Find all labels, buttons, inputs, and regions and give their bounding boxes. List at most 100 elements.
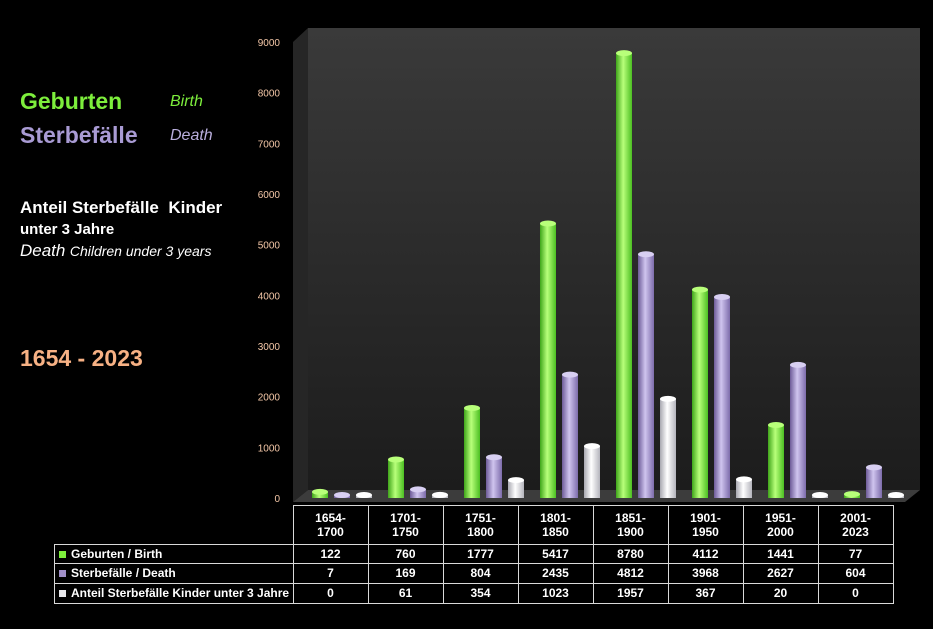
- table-cell: 354: [442, 582, 519, 604]
- bar-series: [312, 50, 904, 498]
- table-cell: 8780: [592, 543, 669, 564]
- bar-births-cap: [540, 220, 556, 227]
- bar-births-cap: [692, 286, 708, 293]
- table-cell: 169: [367, 562, 444, 584]
- row-label-text: Sterbefälle / Death: [71, 566, 176, 580]
- y-axis: 0 1000 2000 3000 4000 5000 6000 7000 8000 9000: [258, 38, 281, 505]
- y-tick-label: 6000: [258, 190, 281, 201]
- header-line1: 1901-: [690, 510, 721, 525]
- bar-births-cap: [768, 421, 784, 428]
- children-title-en: Death Children under 3 years: [20, 241, 260, 261]
- bar-deaths: [714, 296, 730, 498]
- table-cell: 804: [442, 562, 519, 584]
- table-cell: 5417: [517, 543, 594, 564]
- header-line1: 1851-: [615, 510, 646, 525]
- bar-children-cap: [888, 492, 904, 498]
- table-header-cell: 1751- 1800: [442, 505, 519, 545]
- table-cell: 2435: [517, 562, 594, 584]
- header-line1: 1654-: [315, 510, 346, 525]
- table-cell: 4812: [592, 562, 669, 584]
- table-cell: 61: [367, 582, 444, 604]
- bar-births: [312, 491, 328, 498]
- children-title-line1: Anteil Sterbefälle Kinder: [20, 198, 223, 217]
- table-cell: 760: [367, 543, 444, 564]
- bar-deaths: [638, 254, 654, 498]
- y-tick-label: 8000: [258, 89, 281, 100]
- bar-children-cap: [736, 476, 752, 483]
- bar-deaths-cap: [790, 361, 806, 368]
- table-cell: 122: [292, 543, 369, 564]
- bar-births-cap: [844, 491, 860, 498]
- deaths-label-en: Death: [170, 127, 213, 144]
- table-cell: 604: [817, 562, 894, 584]
- bar-births: [692, 289, 708, 498]
- bar-births: [616, 53, 632, 498]
- table-header-cell: 1901- 1950: [667, 505, 744, 545]
- table-cell: 4112: [667, 543, 744, 564]
- bar-deaths-cap: [866, 464, 882, 471]
- births-label-en: Birth: [170, 93, 203, 110]
- bar-deaths-cap: [714, 293, 730, 300]
- table-header-row: 1654- 1700 1701- 1750 1751- 1800 1801- 1850 …: [55, 505, 894, 545]
- bar-births: [388, 459, 404, 498]
- bar-births-cap: [616, 50, 632, 57]
- bar-births: [464, 407, 480, 498]
- y-tick-label: 3000: [258, 342, 281, 353]
- table-cell: 367: [667, 582, 744, 604]
- header-line1: 1801-: [540, 510, 571, 525]
- bar-children-cap: [432, 491, 448, 498]
- header-line2: 1950: [692, 524, 719, 539]
- deaths-swatch-icon: [59, 570, 66, 577]
- table-cell: 0: [817, 582, 894, 604]
- bar-deaths-cap: [562, 371, 578, 378]
- legend-births: Geburten Birth: [20, 88, 240, 118]
- header-line1: 2001-: [840, 510, 871, 525]
- chart-back-wall: [308, 28, 920, 490]
- header-line2: 1850: [542, 524, 569, 539]
- deaths-label-de: Sterbefälle: [20, 122, 138, 148]
- bar-children-cap: [584, 443, 600, 450]
- bar-children: [584, 446, 600, 498]
- data-table: 1654- 1700 1701- 1750 1751- 1800 1801- 1850 …: [54, 505, 894, 604]
- table-header-cell: 1801- 1850: [517, 505, 594, 545]
- children-title-en-death: Death: [20, 241, 66, 260]
- row-label-text: Geburten / Birth: [71, 546, 163, 561]
- table-cell: 1023: [517, 582, 594, 604]
- y-tick-label: 2000: [258, 393, 281, 404]
- y-tick-label: 0: [274, 494, 280, 505]
- header-line2: 1900: [617, 524, 644, 539]
- table-cell: 0: [292, 582, 369, 604]
- table-row-children: Anteil Sterbefälle Kinder unter 3 Jahre …: [54, 582, 894, 604]
- y-tick-label: 9000: [258, 38, 281, 49]
- header-line2: 1700: [317, 524, 344, 539]
- row-label-text: Anteil Sterbefälle Kinder unter 3 Jahre: [71, 586, 290, 600]
- bar-children-cap: [660, 395, 676, 402]
- header-line1: 1951-: [765, 510, 796, 525]
- chart-floor: [293, 490, 920, 502]
- y-tick-label: 7000: [258, 139, 281, 150]
- bar-births: [768, 424, 784, 498]
- header-line2: 1750: [392, 524, 419, 539]
- row-label-births: Geburten / Birth: [54, 543, 294, 564]
- legend-deaths: Sterbefälle Death: [20, 122, 240, 152]
- period-label: 1654 - 2023: [20, 345, 143, 371]
- bar-children-cap: [508, 477, 524, 484]
- bar-deaths-cap: [410, 486, 426, 493]
- table-cell: 1957: [592, 582, 669, 604]
- row-label-deaths: Sterbefälle / Death: [54, 562, 294, 584]
- table-cell: 3968: [667, 562, 744, 584]
- table-cell: 7: [292, 562, 369, 584]
- row-label-children: Anteil Sterbefälle Kinder unter 3 Jahre: [54, 582, 294, 604]
- bar-deaths: [410, 489, 426, 498]
- chart-side-wall: [293, 28, 308, 502]
- bar-deaths: [790, 364, 806, 498]
- y-tick-label: 4000: [258, 291, 281, 302]
- table-corner: [55, 506, 294, 545]
- children-swatch-icon: [59, 590, 66, 597]
- bar-deaths: [562, 374, 578, 498]
- header-line2: 2000: [767, 524, 794, 539]
- births-label-de: Geburten: [20, 88, 123, 114]
- table-cell: 1441: [742, 543, 819, 564]
- table-header-cell: 1951- 2000: [742, 505, 819, 545]
